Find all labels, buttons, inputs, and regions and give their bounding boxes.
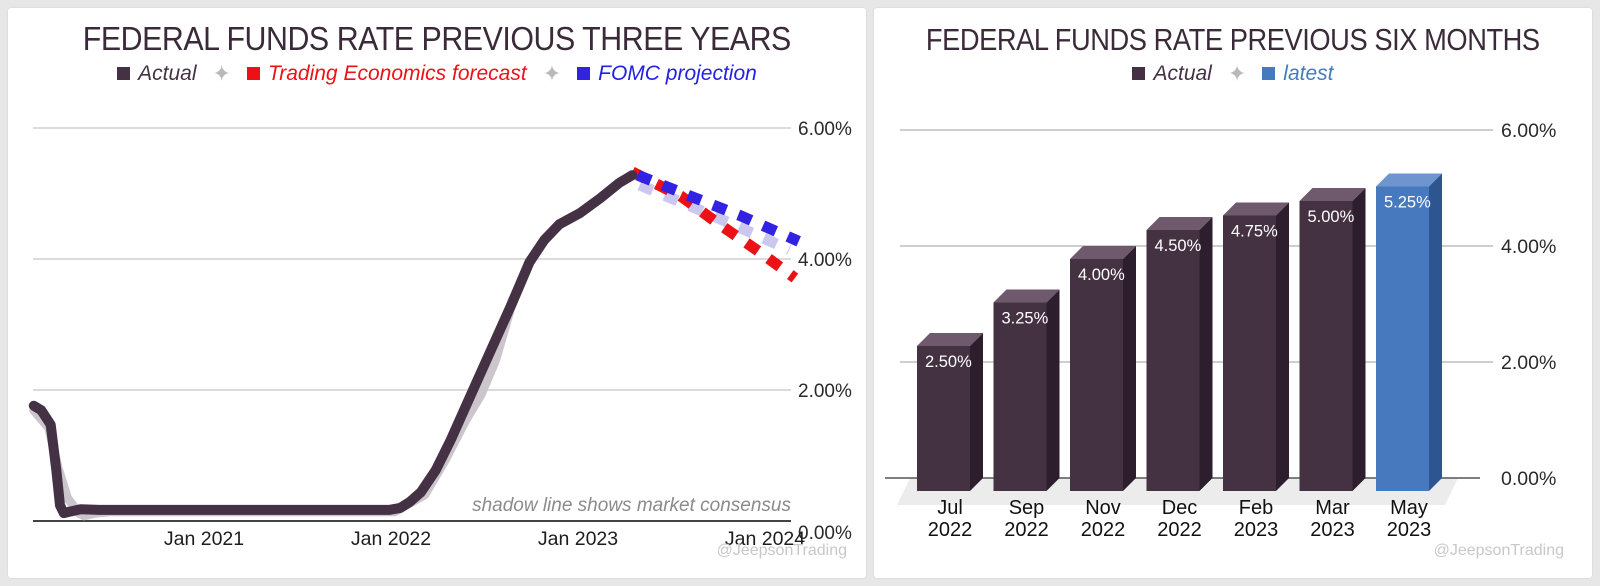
legend-label: Trading Economics forecast — [267, 61, 527, 85]
y-tick-label: 0.00% — [798, 523, 852, 544]
gridlines — [900, 129, 1493, 363]
bar-Sep-2022: 3.25% — [993, 289, 1060, 491]
y-tick-label: 6.00% — [1501, 120, 1556, 142]
bar-front-face — [1376, 186, 1429, 491]
bar-front-face — [1223, 215, 1276, 491]
bar-top-face — [1146, 217, 1213, 230]
legend-swatch-icon — [577, 67, 591, 81]
y-tick-label: 4.00% — [798, 250, 852, 271]
bar-side-face — [1429, 173, 1442, 491]
bar-side-face — [1276, 202, 1289, 491]
x-tick-label: Dec 2022 — [1157, 497, 1202, 541]
x-tick-label: May 2023 — [1387, 497, 1432, 541]
legend-item: Trading Economics forecast — [246, 61, 527, 86]
legend-label: Actual — [1153, 61, 1212, 85]
six-month-chart-legend: Actual ✦ latest — [874, 61, 1592, 87]
legend-separator-diamond-icon: ✦ — [542, 60, 562, 86]
six-month-bar-chart: 6.00% 4.00% 2.00% 0.00% 2.50% Jul 2022 3.25% Sep… — [885, 120, 1564, 559]
x-tick-label: Mar 2023 — [1310, 497, 1355, 541]
y-axis-labels: 6.00% 4.00% 2.00% 0.00% — [798, 119, 852, 544]
bar-top-face — [1070, 246, 1136, 259]
y-tick-label: 4.00% — [1501, 236, 1556, 258]
legend-label: FOMC projection — [598, 61, 757, 85]
bar-top-face — [993, 289, 1060, 303]
bar-front-face — [993, 302, 1047, 491]
bar-value-label: 5.00% — [1308, 208, 1355, 226]
legend-swatch-icon — [117, 67, 131, 81]
bar-value-label: 4.75% — [1231, 223, 1278, 241]
three-year-chart-card: FEDERAL FUNDS RATE PREVIOUS THREE YEARS … — [8, 8, 866, 578]
x-tick-label: Jan 2024 — [725, 528, 805, 550]
bar-value-label: 4.50% — [1155, 237, 1202, 255]
legend-separator-diamond-icon: ✦ — [212, 60, 231, 86]
legend-item: latest — [1262, 61, 1334, 86]
x-tick-label: Feb 2023 — [1234, 497, 1279, 541]
bar-top-face — [917, 333, 983, 346]
three-year-chart-legend: Actual ✦ Trading Economics forecast ✦ FOMC p… — [8, 61, 866, 87]
six-month-chart-title: FEDERAL FUNDS RATE PREVIOUS SIX MONTHS — [874, 20, 1592, 58]
three-year-line-chart: 6.00%4.00%2.00%0.00%Jan 2021 Jan 2022 Jan … — [28, 119, 852, 559]
bar-Dec-2022: 4.50% — [1146, 217, 1213, 491]
legend-swatch-icon — [246, 67, 260, 81]
six-month-chart-title-text: FEDERAL FUNDS RATE PREVIOUS SIX MONTHS — [926, 22, 1540, 57]
bar-front-face — [1299, 201, 1353, 491]
six-month-chart-card: FEDERAL FUNDS RATE PREVIOUS SIX MONTHS A… — [874, 8, 1592, 578]
bar-Mar-2023: 5.00% — [1299, 188, 1366, 491]
y-tick-label: 2.00% — [798, 381, 852, 402]
bar-top-face — [1299, 188, 1366, 201]
bar-value-label: 3.25% — [1002, 310, 1049, 328]
legend-item: Actual — [1132, 61, 1212, 86]
legend-label: Actual — [138, 61, 197, 85]
floor-plane — [897, 478, 1458, 505]
legend-item: FOMC projection — [577, 62, 757, 86]
bar-side-face — [1352, 188, 1366, 491]
fomc-projection-line — [635, 170, 801, 247]
bar-side-face — [1046, 289, 1060, 491]
y-tick-label: 2.00% — [1501, 352, 1556, 374]
y-tick-label: 6.00% — [798, 119, 852, 140]
bar-front-face — [1070, 259, 1123, 491]
bar-front-face — [1146, 230, 1200, 491]
legend-swatch-icon — [1262, 67, 1276, 81]
bar-Feb-2023: 4.75% — [1223, 202, 1289, 491]
bar-Jul-2022: 2.50% — [917, 333, 983, 491]
bar-side-face — [970, 333, 983, 491]
watermark: @JeepsonTrading — [717, 542, 847, 559]
consensus-forecast-shadow-line — [637, 179, 792, 255]
legend-label: latest — [1283, 61, 1334, 85]
bar-side-face — [1199, 217, 1213, 491]
bar-side-face — [1123, 246, 1136, 491]
y-tick-label: 0.00% — [1501, 468, 1556, 490]
bar-front-face — [917, 346, 970, 491]
bar-top-face — [1376, 173, 1442, 187]
watermark: @JeepsonTrading — [1434, 542, 1564, 559]
trading-economics-forecast-line — [629, 166, 799, 283]
x-tick-label: Jan 2022 — [351, 528, 431, 550]
bar-May-2023: 5.25% — [1376, 173, 1442, 491]
bar-value-label: 4.00% — [1078, 266, 1125, 284]
legend-swatch-icon — [1132, 67, 1146, 81]
y-axis-labels: 6.00% 4.00% 2.00% 0.00% — [1501, 120, 1556, 490]
x-tick-label: Nov 2022 — [1081, 497, 1126, 541]
three-year-chart-title: FEDERAL FUNDS RATE PREVIOUS THREE YEARS — [8, 20, 866, 58]
legend-separator-diamond-icon: ✦ — [1227, 60, 1247, 86]
actual-line — [28, 170, 638, 519]
bar-value-label: 5.25% — [1384, 194, 1431, 212]
bar-top-face — [1223, 202, 1289, 216]
bar-value-label: 2.50% — [925, 353, 972, 371]
x-axis-labels: Jan 2021 Jan 2022 Jan 2023 Jan 2024 — [164, 528, 805, 550]
x-tick-label: Jan 2021 — [164, 528, 244, 550]
x-tick-label: Sep 2022 — [1004, 497, 1049, 541]
x-tick-label: Jul 2022 — [928, 497, 973, 541]
gridlines — [33, 127, 791, 391]
market-consensus-shadow-line — [29, 259, 534, 521]
x-tick-label: Jan 2023 — [538, 528, 618, 550]
legend-item: Actual — [117, 61, 197, 86]
three-year-chart-title-text: FEDERAL FUNDS RATE PREVIOUS THREE YEARS — [82, 20, 792, 57]
shadow-line-annotation: shadow line shows market consensus — [472, 495, 791, 516]
bar-Nov-2022: 4.00% — [1070, 246, 1136, 491]
